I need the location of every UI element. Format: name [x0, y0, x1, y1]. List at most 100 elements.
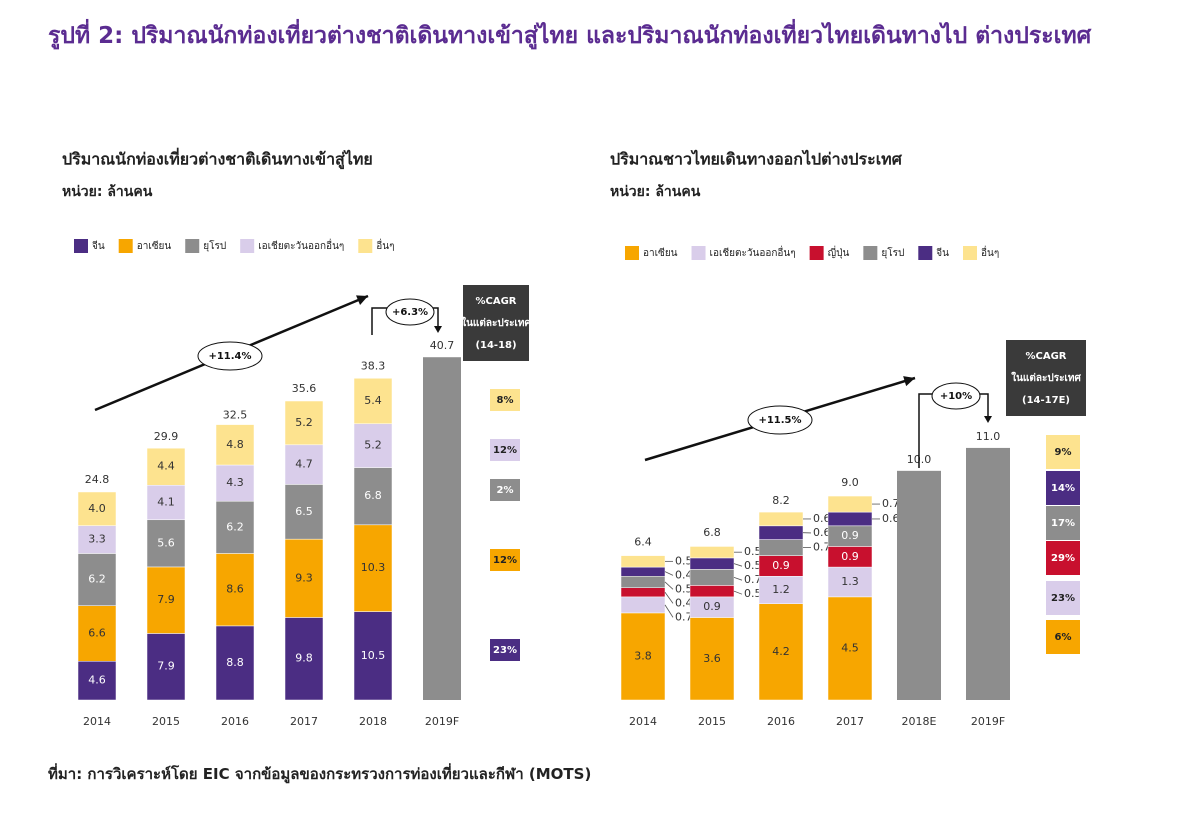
value-label: 4.0: [88, 502, 106, 515]
cagr-label: 23%: [493, 645, 517, 656]
growth-bubble: [931, 382, 981, 410]
bar-segment: [620, 612, 666, 701]
cagr-box: [490, 389, 520, 411]
growth-bubble: [197, 341, 263, 371]
bar-segment: [146, 633, 186, 701]
legend-swatch: [118, 239, 133, 253]
chart-subtitle: หน่วย: ล้านคน: [62, 184, 153, 200]
total-label: 35.6: [292, 382, 317, 395]
bar-segment: [620, 587, 666, 598]
source-note: ที่มา: การวิเคราะห์โดย EIC จากข้อมูลของก…: [48, 765, 592, 783]
leader-line: [733, 577, 743, 581]
x-tick-label: 2017: [290, 715, 318, 728]
cagr-label: 17%: [1051, 518, 1075, 529]
leader-line: [664, 604, 674, 618]
bar-segment: [758, 511, 804, 527]
total-label: 11.0: [976, 430, 1001, 443]
value-label: 0.7: [675, 610, 693, 623]
cagr-box: [490, 479, 520, 501]
legend-swatch: [625, 246, 639, 260]
bar-segment: [353, 467, 393, 526]
value-label: 0.6: [882, 512, 900, 525]
bar-segment: [758, 525, 804, 540]
bar-segment: [284, 444, 324, 485]
value-label: 0.7: [813, 541, 831, 554]
x-tick-label: 2018E: [902, 715, 937, 728]
legend-swatch: [863, 246, 878, 260]
value-label: 4.1: [157, 495, 175, 508]
bar-segment: [827, 511, 873, 527]
value-label: 8.8: [226, 656, 244, 669]
value-label: 8.6: [226, 583, 244, 596]
cagr-box: [1046, 620, 1080, 654]
cagr-label: 29%: [1051, 553, 1075, 564]
value-label: 6.2: [88, 573, 106, 586]
leader-line: [664, 571, 674, 576]
value-label: 5.2: [295, 416, 313, 429]
value-label: 0.5: [744, 559, 762, 572]
legend-label: เอเชียตะวันออกอื่นๆ: [258, 238, 344, 252]
total-label: 6.8: [703, 526, 721, 539]
value-label: 7.9: [157, 660, 175, 673]
value-label: 9.8: [295, 652, 313, 665]
cagr-label: 8%: [497, 395, 514, 406]
value-label: 3.8: [634, 649, 652, 662]
value-label: 4.5: [841, 641, 859, 654]
value-label: 0.6: [813, 526, 831, 539]
value-label: 0.5: [744, 587, 762, 600]
value-label: 0.5: [675, 554, 693, 567]
value-label: 5.6: [157, 536, 175, 549]
value-label: 0.9: [772, 559, 790, 572]
value-label: 4.2: [772, 645, 790, 658]
cagr-label: 6%: [1055, 632, 1072, 643]
bar-segment: [215, 625, 255, 701]
bar-segment: [827, 495, 873, 513]
bar-segment: [827, 596, 873, 701]
bar-segment: [353, 524, 393, 612]
value-label: 0.9: [841, 550, 859, 563]
cagr-header: (14-18): [475, 340, 516, 351]
x-tick-label: 2018: [359, 715, 387, 728]
legend-label: เอเชียตะวันออกอื่นๆ: [710, 245, 796, 259]
legend-label: อื่นๆ: [376, 238, 394, 252]
bar-segment: [77, 553, 117, 606]
value-label: 3.3: [88, 533, 106, 546]
bar-segment: [284, 617, 324, 701]
chart-subtitle: หน่วย: ล้านคน: [610, 184, 701, 200]
x-tick-label: 2017: [836, 715, 864, 728]
value-label: 4.8: [226, 438, 244, 451]
value-label: 0.7: [882, 497, 900, 510]
bar-segment: [146, 447, 186, 486]
leader-line: [664, 581, 674, 590]
value-label: 6.2: [226, 520, 244, 533]
cagr-box: [490, 549, 520, 571]
cagr-label: 12%: [493, 555, 517, 566]
total-label: 38.3: [361, 359, 386, 372]
bar-segment: [215, 464, 255, 502]
leader-line: [733, 590, 743, 595]
growth-label: +6.3%: [392, 307, 428, 318]
growth-label: +11.4%: [208, 351, 251, 362]
value-label: 3.6: [703, 652, 721, 665]
legend-swatch: [358, 239, 373, 253]
bar-segment: [758, 539, 804, 556]
bar-segment: [827, 566, 873, 598]
value-label: 10.3: [361, 561, 386, 574]
chart-title: ปริมาณนักท่องเที่ยวต่างชาติเดินทางเข้าสู…: [62, 148, 373, 171]
cagr-label: 2%: [497, 485, 514, 496]
chart-title: ปริมาณชาวไทยเดินทางออกไปต่างประเทศ: [610, 150, 903, 169]
value-label: 10.5: [361, 649, 386, 662]
value-label: 4.7: [295, 458, 313, 471]
cagr-box: [1046, 506, 1080, 540]
bar-segment: [620, 566, 666, 577]
bar-segment: [620, 576, 666, 588]
value-label: 0.5: [675, 582, 693, 595]
value-label: 0.7: [744, 573, 762, 586]
growth-bubble: [747, 405, 813, 435]
value-label: 0.4: [675, 596, 693, 609]
cagr-label: 12%: [493, 445, 517, 456]
bar-segment: [620, 555, 666, 568]
arrow-head: [984, 416, 992, 423]
bar-segment: [620, 596, 666, 614]
